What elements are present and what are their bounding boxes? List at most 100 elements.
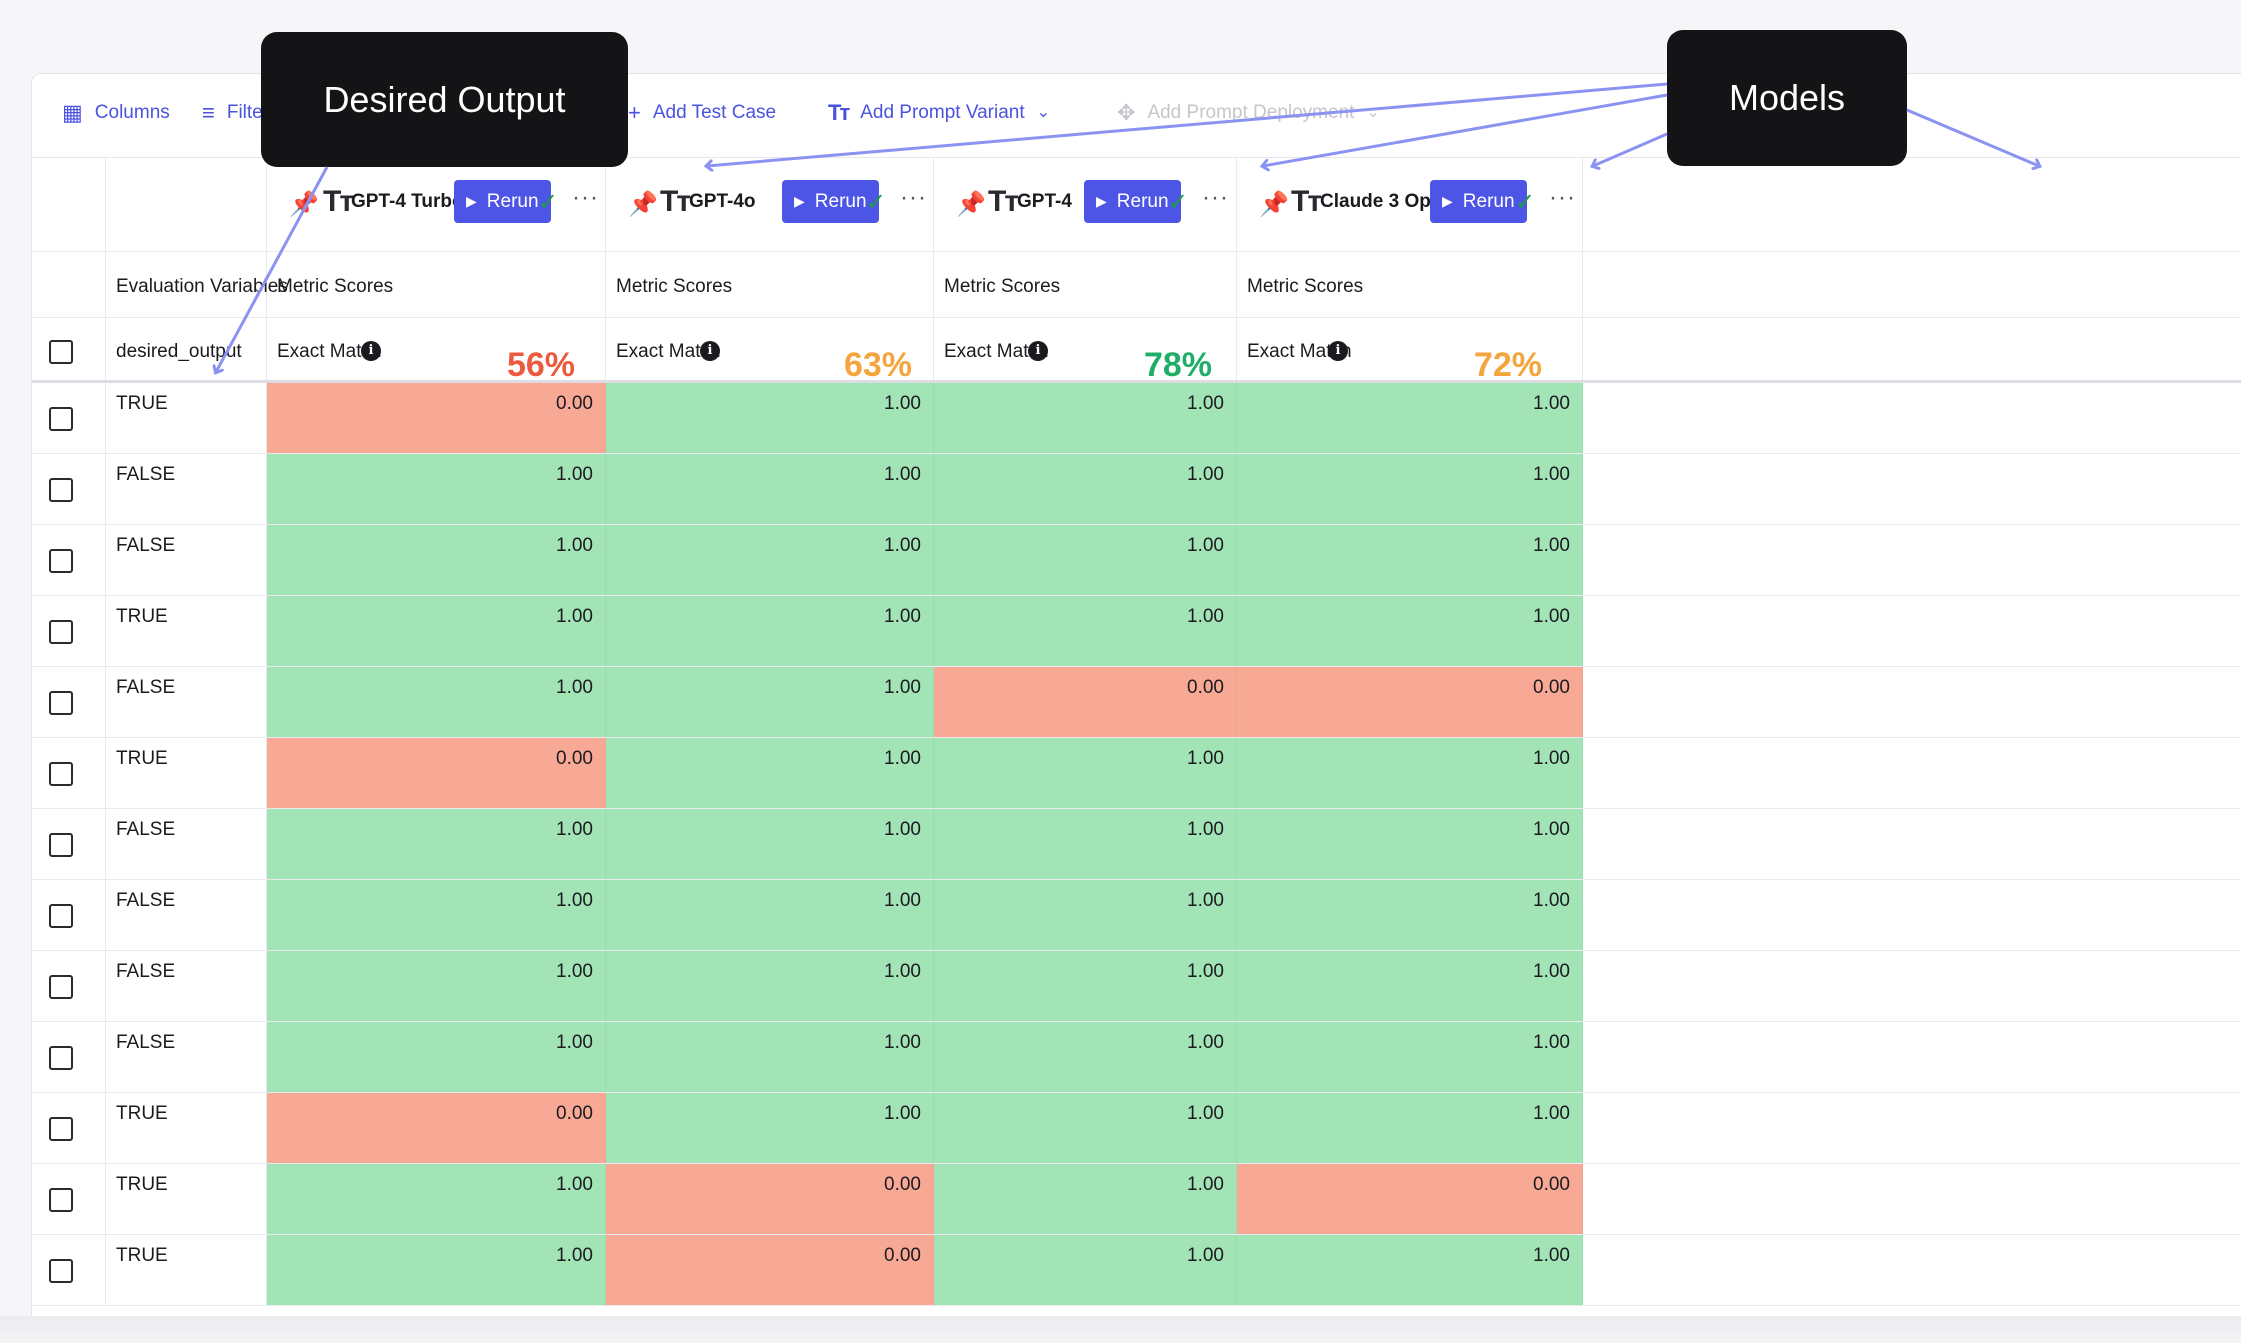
- row-checkbox[interactable]: [49, 1046, 73, 1070]
- table-row[interactable]: TRUE 0.00 1.00 1.00 1.00: [32, 1093, 2241, 1164]
- desired-output-cell[interactable]: TRUE: [106, 383, 267, 453]
- row-checkbox[interactable]: [49, 975, 73, 999]
- metric-score-cell[interactable]: 1.00: [934, 1235, 1237, 1305]
- add-prompt-variant-button[interactable]: Tт Add Prompt Variant ⌄: [828, 102, 1050, 124]
- row-checkbox[interactable]: [49, 762, 73, 786]
- metric-score-cell[interactable]: 1.00: [267, 1235, 606, 1305]
- pin-icon[interactable]: 📌: [1259, 191, 1289, 218]
- metric-score-cell[interactable]: 0.00: [267, 383, 606, 453]
- metric-score-cell[interactable]: 1.00: [1237, 525, 1583, 595]
- metric-score-cell[interactable]: 0.00: [1237, 1164, 1583, 1234]
- table-row[interactable]: FALSE 1.00 1.00 1.00 1.00: [32, 880, 2241, 951]
- metric-score-cell[interactable]: 1.00: [267, 951, 606, 1021]
- info-icon[interactable]: i: [700, 341, 720, 361]
- columns-button[interactable]: ▦ Columns: [62, 102, 170, 124]
- metric-score-cell[interactable]: 1.00: [267, 667, 606, 737]
- metric-score-cell[interactable]: 1.00: [267, 1022, 606, 1092]
- metric-score-cell[interactable]: 1.00: [1237, 738, 1583, 808]
- desired-output-cell[interactable]: FALSE: [106, 809, 267, 879]
- pin-icon[interactable]: 📌: [956, 191, 986, 218]
- metric-score-cell[interactable]: 1.00: [934, 383, 1237, 453]
- metric-score-cell[interactable]: 1.00: [606, 525, 934, 595]
- metric-score-cell[interactable]: 1.00: [934, 880, 1237, 950]
- row-checkbox[interactable]: [49, 904, 73, 928]
- metric-score-cell[interactable]: 1.00: [1237, 596, 1583, 666]
- select-all-checkbox[interactable]: [49, 340, 73, 364]
- desired-output-cell[interactable]: TRUE: [106, 738, 267, 808]
- info-icon[interactable]: i: [1328, 341, 1348, 361]
- pin-icon[interactable]: 📌: [628, 191, 658, 218]
- metric-score-cell[interactable]: 1.00: [606, 596, 934, 666]
- desired-output-cell[interactable]: FALSE: [106, 880, 267, 950]
- metric-score-cell[interactable]: 1.00: [606, 667, 934, 737]
- table-row[interactable]: TRUE 1.00 0.00 1.00 1.00: [32, 1235, 2241, 1306]
- table-row[interactable]: FALSE 1.00 1.00 1.00 1.00: [32, 951, 2241, 1022]
- metric-score-cell[interactable]: 1.00: [934, 951, 1237, 1021]
- desired-output-cell[interactable]: FALSE: [106, 525, 267, 595]
- metric-score-cell[interactable]: 1.00: [934, 596, 1237, 666]
- rerun-button[interactable]: ▶ Rerun: [454, 180, 551, 223]
- metric-score-cell[interactable]: 1.00: [267, 525, 606, 595]
- metric-score-cell[interactable]: 1.00: [1237, 1022, 1583, 1092]
- metric-score-cell[interactable]: 0.00: [1237, 667, 1583, 737]
- table-row[interactable]: FALSE 1.00 1.00 1.00 1.00: [32, 525, 2241, 596]
- row-checkbox[interactable]: [49, 478, 73, 502]
- metric-score-cell[interactable]: 1.00: [1237, 809, 1583, 879]
- metric-score-cell[interactable]: 1.00: [934, 738, 1237, 808]
- metric-score-cell[interactable]: 1.00: [1237, 951, 1583, 1021]
- more-options-icon[interactable]: ···: [900, 184, 927, 211]
- more-options-icon[interactable]: ···: [1549, 184, 1576, 211]
- row-checkbox[interactable]: [49, 1188, 73, 1212]
- filter-button[interactable]: ≡ Filter: [202, 102, 269, 124]
- more-options-icon[interactable]: ···: [572, 184, 599, 211]
- desired-output-cell[interactable]: TRUE: [106, 1164, 267, 1234]
- metric-score-cell[interactable]: 1.00: [934, 525, 1237, 595]
- metric-score-cell[interactable]: 1.00: [267, 1164, 606, 1234]
- metric-score-cell[interactable]: 1.00: [1237, 880, 1583, 950]
- metric-score-cell[interactable]: 1.00: [1237, 454, 1583, 524]
- add-test-case-button[interactable]: + Add Test Case: [628, 102, 776, 124]
- metric-score-cell[interactable]: 1.00: [606, 454, 934, 524]
- info-icon[interactable]: i: [1028, 341, 1048, 361]
- desired-output-cell[interactable]: FALSE: [106, 454, 267, 524]
- row-checkbox[interactable]: [49, 620, 73, 644]
- metric-score-cell[interactable]: 1.00: [934, 809, 1237, 879]
- desired-output-cell[interactable]: FALSE: [106, 667, 267, 737]
- table-row[interactable]: FALSE 1.00 1.00 1.00 1.00: [32, 1022, 2241, 1093]
- rerun-button[interactable]: ▶ Rerun: [1084, 180, 1181, 223]
- table-row[interactable]: FALSE 1.00 1.00 1.00 1.00: [32, 454, 2241, 525]
- metric-score-cell[interactable]: 1.00: [267, 454, 606, 524]
- metric-score-cell[interactable]: 1.00: [934, 1022, 1237, 1092]
- metric-score-cell[interactable]: 0.00: [267, 738, 606, 808]
- table-row[interactable]: FALSE 1.00 1.00 0.00 0.00: [32, 667, 2241, 738]
- metric-score-cell[interactable]: 1.00: [934, 1093, 1237, 1163]
- desired-output-cell[interactable]: FALSE: [106, 951, 267, 1021]
- row-checkbox[interactable]: [49, 691, 73, 715]
- metric-score-cell[interactable]: 1.00: [606, 809, 934, 879]
- desired-output-cell[interactable]: TRUE: [106, 1235, 267, 1305]
- row-checkbox[interactable]: [49, 833, 73, 857]
- metric-score-cell[interactable]: 1.00: [934, 454, 1237, 524]
- metric-score-cell[interactable]: 1.00: [1237, 1235, 1583, 1305]
- table-row[interactable]: TRUE 1.00 1.00 1.00 1.00: [32, 596, 2241, 667]
- metric-score-cell[interactable]: 0.00: [934, 667, 1237, 737]
- metric-score-cell[interactable]: 0.00: [606, 1235, 934, 1305]
- metric-score-cell[interactable]: 1.00: [606, 383, 934, 453]
- desired-output-cell[interactable]: TRUE: [106, 1093, 267, 1163]
- table-row[interactable]: TRUE 0.00 1.00 1.00 1.00: [32, 383, 2241, 454]
- table-row[interactable]: TRUE 0.00 1.00 1.00 1.00: [32, 738, 2241, 809]
- desired-output-cell[interactable]: TRUE: [106, 596, 267, 666]
- table-row[interactable]: FALSE 1.00 1.00 1.00 1.00: [32, 809, 2241, 880]
- metric-score-cell[interactable]: 1.00: [606, 1093, 934, 1163]
- desired-output-cell[interactable]: FALSE: [106, 1022, 267, 1092]
- rerun-button[interactable]: ▶ Rerun: [1430, 180, 1527, 223]
- metric-score-cell[interactable]: 1.00: [1237, 383, 1583, 453]
- metric-score-cell[interactable]: 1.00: [606, 1022, 934, 1092]
- metric-score-cell[interactable]: 1.00: [606, 951, 934, 1021]
- row-checkbox[interactable]: [49, 1259, 73, 1283]
- metric-score-cell[interactable]: 1.00: [267, 880, 606, 950]
- metric-score-cell[interactable]: 0.00: [267, 1093, 606, 1163]
- metric-score-cell[interactable]: 1.00: [606, 738, 934, 808]
- table-row[interactable]: TRUE 1.00 0.00 1.00 0.00: [32, 1164, 2241, 1235]
- metric-score-cell[interactable]: 1.00: [267, 596, 606, 666]
